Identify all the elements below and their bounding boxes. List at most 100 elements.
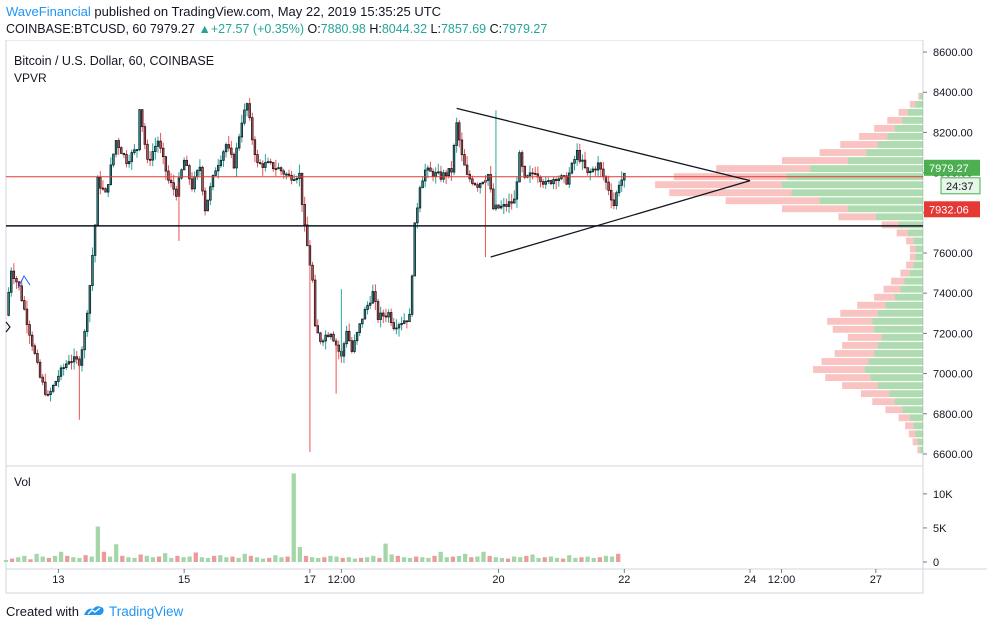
candle-body bbox=[612, 199, 616, 206]
candle-body bbox=[120, 147, 123, 154]
candle-body bbox=[159, 140, 162, 149]
candle-body bbox=[499, 205, 503, 209]
candle-body bbox=[586, 167, 589, 173]
volume-bar bbox=[156, 556, 162, 562]
volume-bar bbox=[579, 557, 584, 562]
candle-body bbox=[80, 349, 84, 366]
volume-bar bbox=[542, 557, 547, 562]
price-chart[interactable]: Bitcoin / U.S. Dollar, 60, COINBASE VPVR… bbox=[0, 39, 987, 595]
candle-body bbox=[463, 154, 466, 166]
chart-title: Bitcoin / U.S. Dollar, 60, COINBASE bbox=[14, 54, 214, 68]
candle-body bbox=[15, 278, 18, 283]
tradingview-logo-icon[interactable] bbox=[83, 603, 105, 620]
candle-body bbox=[274, 168, 278, 171]
volume-bar bbox=[554, 557, 560, 562]
vp-down-bar bbox=[782, 205, 848, 213]
chart-area[interactable]: Bitcoin / U.S. Dollar, 60, COINBASE VPVR… bbox=[0, 39, 987, 595]
candle-body bbox=[416, 207, 419, 224]
candle-body bbox=[366, 304, 369, 310]
vp-down-bar bbox=[872, 398, 895, 406]
volume-bar bbox=[573, 557, 578, 562]
candle-body bbox=[54, 381, 57, 386]
volume-bar bbox=[334, 556, 339, 562]
volume-bar bbox=[487, 555, 492, 562]
candle-body bbox=[405, 320, 409, 323]
candle-body bbox=[423, 169, 427, 182]
vp-up-bar bbox=[920, 92, 923, 100]
chart-frame bbox=[5, 39, 924, 594]
vp-down-bar bbox=[896, 229, 908, 237]
volume-bar bbox=[254, 557, 260, 562]
candle-body bbox=[72, 356, 76, 363]
volume-bar bbox=[309, 557, 315, 562]
candle-body bbox=[392, 322, 395, 330]
candle-body bbox=[489, 174, 492, 190]
candle-body bbox=[36, 353, 39, 363]
tradingview-brand[interactable]: TradingView bbox=[108, 604, 184, 619]
volume-bar bbox=[316, 557, 321, 562]
candle-body bbox=[91, 254, 94, 287]
volume-bar bbox=[267, 557, 272, 562]
candle-body bbox=[86, 312, 89, 332]
candle-body bbox=[203, 190, 207, 212]
vp-down-bar bbox=[834, 350, 875, 357]
vp-up-bar bbox=[913, 237, 923, 245]
volume-bar bbox=[365, 557, 370, 562]
candle-body bbox=[581, 159, 584, 162]
level-tag-text: 7932.06 bbox=[929, 204, 969, 216]
volume-bar bbox=[358, 557, 364, 562]
volume-bar bbox=[46, 557, 51, 562]
candle-body bbox=[146, 143, 149, 160]
candle-body bbox=[279, 167, 283, 172]
publish-line: WaveFinancial published on TradingView.c… bbox=[6, 4, 441, 19]
candle-body bbox=[476, 184, 479, 188]
candle-body bbox=[193, 176, 196, 190]
price-tick-label: 7400.00 bbox=[933, 288, 973, 300]
candle-body bbox=[479, 183, 482, 188]
candle-body bbox=[148, 158, 152, 161]
candle-body bbox=[319, 332, 322, 342]
vp-down-bar bbox=[860, 390, 890, 398]
volume-bar bbox=[181, 557, 186, 562]
candle-body bbox=[88, 285, 92, 314]
candle-body bbox=[610, 189, 613, 201]
vp-up-bar bbox=[894, 293, 923, 301]
time-tick-label: 13 bbox=[52, 574, 64, 586]
vp-up-bar bbox=[782, 181, 923, 189]
candle-body bbox=[141, 109, 144, 128]
vp-down-bar bbox=[874, 124, 895, 132]
candle-body bbox=[172, 182, 175, 190]
candle-body bbox=[568, 172, 571, 185]
candle-body bbox=[492, 188, 495, 210]
volume-bar bbox=[395, 555, 400, 562]
up-arrow-drawing bbox=[17, 275, 31, 289]
vp-up-bar bbox=[900, 285, 923, 293]
vp-up-bar bbox=[907, 229, 923, 237]
candle-body bbox=[460, 139, 464, 155]
candle-body bbox=[130, 152, 133, 162]
volume-bar bbox=[524, 555, 529, 562]
volume-bar bbox=[285, 556, 290, 562]
candle-body bbox=[591, 168, 595, 172]
candle-body bbox=[101, 187, 105, 190]
candle-body bbox=[497, 204, 500, 209]
vp-up-bar bbox=[904, 277, 923, 285]
volume-bar bbox=[450, 556, 456, 562]
author-link[interactable]: WaveFinancial bbox=[6, 4, 91, 19]
vp-down-bar bbox=[909, 245, 916, 253]
candle-body bbox=[133, 149, 136, 154]
volume-bar bbox=[567, 555, 572, 562]
candle-body bbox=[337, 344, 340, 352]
vp-down-bar bbox=[900, 269, 910, 277]
candle-body bbox=[75, 356, 78, 360]
volume-bar bbox=[481, 551, 486, 562]
candle-body bbox=[235, 147, 238, 169]
candle-body bbox=[232, 153, 236, 169]
candle-body bbox=[282, 170, 285, 175]
vp-up-bar bbox=[876, 213, 923, 221]
vp-down-bar bbox=[909, 253, 916, 261]
candle-body bbox=[67, 361, 71, 365]
candle-body bbox=[374, 291, 377, 302]
candle-body bbox=[324, 334, 327, 342]
high-value: 8044.32 bbox=[381, 22, 428, 36]
